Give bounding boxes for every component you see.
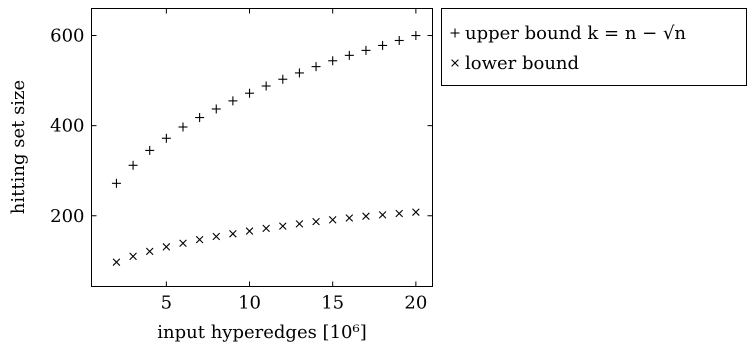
lower-bound-point bbox=[229, 229, 237, 238]
x-tick-label: 20 bbox=[404, 293, 427, 314]
legend-marker-plus bbox=[450, 28, 460, 38]
x-tick-label: 15 bbox=[321, 293, 344, 314]
marker-stroke bbox=[451, 59, 459, 67]
legend-marker-cross bbox=[451, 59, 459, 67]
legend-label-lower-bound: lower bound bbox=[465, 53, 579, 74]
upper-bound-point bbox=[195, 113, 205, 123]
upper-bound-point bbox=[411, 31, 421, 41]
upper-bound-point bbox=[294, 68, 304, 78]
lower-bound-point bbox=[162, 243, 171, 251]
marker-stroke bbox=[179, 239, 187, 248]
y-tick-label: 600 bbox=[50, 26, 84, 47]
upper-bound-point bbox=[328, 56, 338, 66]
marker-stroke bbox=[328, 216, 337, 224]
lower-bound-point bbox=[378, 211, 387, 219]
marker-stroke bbox=[162, 243, 171, 251]
marker-stroke bbox=[195, 235, 204, 244]
y-axis-label: hitting set size bbox=[8, 80, 29, 214]
upper-bound-point bbox=[111, 178, 121, 188]
upper-bound-point bbox=[344, 50, 354, 60]
lower-bound-point bbox=[129, 252, 137, 261]
legend-box bbox=[441, 8, 747, 86]
marker-stroke bbox=[112, 258, 121, 266]
upper-bound-point bbox=[361, 45, 371, 55]
lower-bound-point bbox=[279, 222, 287, 230]
upper-bound-point bbox=[145, 145, 155, 155]
x-tick-label: 10 bbox=[238, 293, 261, 314]
y-tick-label: 200 bbox=[50, 206, 84, 227]
upper-bound-point bbox=[228, 96, 238, 106]
marker-stroke bbox=[312, 217, 320, 226]
marker-stroke bbox=[362, 212, 370, 221]
marker-stroke bbox=[229, 229, 237, 238]
legend-plus-marker bbox=[450, 28, 460, 38]
upper-bound-point bbox=[128, 160, 138, 170]
lower-bound-point bbox=[145, 247, 154, 256]
legend-cross-marker bbox=[451, 59, 459, 67]
marker-stroke bbox=[145, 247, 154, 256]
marker-stroke bbox=[129, 252, 137, 261]
lower-bound-point bbox=[395, 209, 404, 218]
legend-entry-lower-bound: lower bound bbox=[451, 53, 579, 74]
marker-stroke bbox=[262, 224, 270, 233]
x-axis-label: input hyperedges [10⁶] bbox=[157, 322, 366, 343]
lower-bound-point bbox=[195, 235, 204, 244]
plot-frame bbox=[91, 8, 433, 287]
marker-stroke bbox=[295, 220, 304, 228]
tick-labels: 5 10 15 20 200 400 600 bbox=[50, 26, 427, 314]
upper-bound-point bbox=[394, 35, 404, 45]
x-tick-label: 5 bbox=[161, 293, 172, 314]
upper-bound-point bbox=[211, 104, 221, 114]
lower-bound-point bbox=[328, 216, 337, 224]
marker-stroke bbox=[279, 222, 287, 230]
lower-bound-point bbox=[362, 212, 370, 221]
data-marks bbox=[111, 31, 421, 266]
marker-stroke bbox=[245, 227, 254, 235]
lower-bound-point bbox=[179, 239, 187, 248]
marker-stroke bbox=[212, 232, 221, 241]
lower-bound-point bbox=[345, 214, 354, 222]
lower-bound-point bbox=[212, 232, 221, 241]
upper-bound-point bbox=[278, 74, 288, 84]
upper-bound-point bbox=[161, 133, 171, 143]
upper-bound-point bbox=[245, 88, 255, 98]
lower-bound-point bbox=[312, 217, 320, 226]
lower-bound-point bbox=[412, 208, 420, 216]
legend: upper bound k = n − √n lower bound bbox=[441, 8, 747, 86]
lower-bound-point bbox=[112, 258, 121, 266]
legend-label-upper-bound: upper bound k = n − √n bbox=[465, 23, 686, 44]
lower-bound-point bbox=[262, 224, 270, 233]
upper-bound-point bbox=[378, 40, 388, 50]
upper-bound-point bbox=[178, 122, 188, 132]
upper-bound-point bbox=[261, 81, 271, 91]
marker-stroke bbox=[378, 211, 387, 219]
marker-stroke bbox=[395, 209, 404, 218]
lower-bound-point bbox=[295, 220, 304, 228]
lower-bound-point bbox=[245, 227, 254, 235]
upper-bound-point bbox=[311, 62, 321, 72]
legend-entry-upper-bound: upper bound k = n − √n bbox=[450, 23, 686, 44]
marker-stroke bbox=[412, 208, 420, 216]
axis-ticks bbox=[91, 8, 433, 287]
y-tick-label: 400 bbox=[50, 116, 84, 137]
marker-stroke bbox=[345, 214, 354, 222]
